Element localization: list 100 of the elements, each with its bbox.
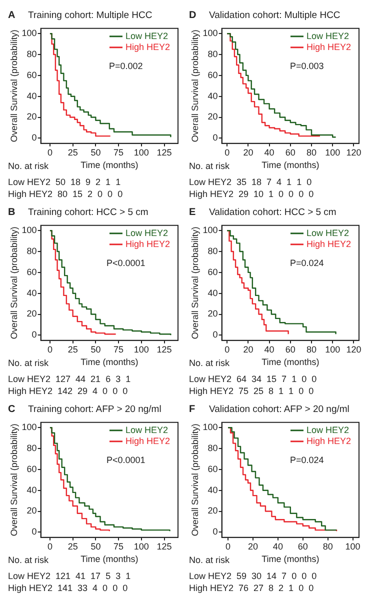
- x-axis-title: Time (months): [80, 554, 138, 564]
- y-tick-label: 40: [26, 484, 37, 495]
- x-tick-label: 100: [325, 344, 340, 354]
- y-axis-title: Overall Survival (probability): [8, 30, 19, 142]
- x-tick-label: 100: [134, 147, 149, 158]
- y-axis-title: Overall Survival (probability): [190, 226, 200, 340]
- y-axis-title: Overall Survival (probability): [8, 424, 19, 536]
- y-tick-label: 60: [208, 464, 218, 474]
- x-tick-label: 25: [68, 344, 78, 354]
- x-tick-label: 25: [68, 541, 78, 552]
- y-tick-label: 100: [202, 225, 218, 236]
- y-tick-label: 80: [208, 49, 218, 60]
- text: No. at risk: [189, 358, 230, 369]
- x-tick-label: 20: [243, 147, 254, 158]
- x-tick-label: 60: [285, 344, 296, 354]
- legend-label: Low HEY2: [125, 424, 168, 435]
- text: No. at risk: [8, 358, 49, 369]
- x-tick-label: 120: [346, 147, 362, 158]
- text: A: [8, 10, 16, 20]
- x-tick-label: 125: [156, 541, 172, 552]
- y-tick-label: 60: [26, 266, 37, 277]
- text: No. at risk: [8, 161, 49, 172]
- y-tick-label: 40: [26, 288, 37, 298]
- y-tick-label: 40: [208, 484, 218, 495]
- text: F: [189, 404, 196, 414]
- text: High HEY2 76 27 8 2 1 0 0: [189, 582, 315, 594]
- legend-label: Low HEY2: [125, 228, 168, 238]
- y-tick-label: 100: [202, 28, 218, 38]
- x-tick-label: 100: [325, 147, 340, 158]
- text: No. at risk: [189, 555, 230, 566]
- y-tick-label: 0: [212, 526, 218, 537]
- text: D: [189, 10, 198, 20]
- annotation: P=0.003: [290, 60, 324, 71]
- y-tick-label: 0: [32, 132, 37, 143]
- y-tick-label: 100: [22, 422, 37, 432]
- text: Low HEY2 121 41 17 5 3 1: [8, 570, 132, 582]
- y-tick-label: 0: [212, 330, 218, 340]
- y-tick-label: 20: [26, 112, 37, 122]
- text: Low HEY2 35 18 7 4 1 1 0: [189, 176, 313, 188]
- x-tick-label: 100: [134, 541, 149, 552]
- legend-label: High HEY2: [306, 436, 352, 446]
- x-axis-title: Time (months): [80, 160, 138, 170]
- x-tick-label: 125: [156, 344, 172, 354]
- x-tick-label: 125: [156, 147, 172, 158]
- annotation: P=0.024: [290, 454, 324, 465]
- x-tick-label: 20: [243, 344, 254, 354]
- y-tick-label: 40: [26, 90, 37, 101]
- legend-label: High HEY2: [125, 436, 170, 446]
- x-tick-label: 100: [134, 344, 149, 354]
- legend-label: Low HEY2: [125, 30, 168, 41]
- x-tick-label: 80: [306, 344, 317, 354]
- y-tick-label: 20: [26, 308, 37, 319]
- text: No. at risk: [8, 555, 49, 566]
- x-tick-label: 75: [114, 147, 124, 158]
- y-tick-label: 0: [32, 526, 37, 537]
- text: High HEY2 141 33 4 0 0 0: [8, 582, 129, 594]
- x-tick-label: 50: [90, 344, 101, 354]
- text: High HEY2 29 10 1 0 0 0 0: [189, 188, 315, 200]
- y-tick-label: 40: [208, 90, 218, 101]
- y-tick-label: 80: [26, 246, 37, 256]
- x-tick-label: 0: [224, 147, 230, 158]
- y-tick-label: 0: [32, 330, 37, 340]
- x-tick-label: 60: [285, 147, 296, 158]
- text: C: [8, 404, 16, 414]
- y-axis-title: Overall Survival (probability): [190, 30, 200, 142]
- y-tick-label: 60: [26, 70, 37, 80]
- y-tick-label: 60: [208, 266, 218, 277]
- x-tick-label: 40: [264, 344, 274, 354]
- x-tick-label: 80: [306, 147, 317, 158]
- y-tick-label: 80: [208, 443, 218, 454]
- y-tick-label: 0: [212, 132, 218, 143]
- legend-label: High HEY2: [306, 238, 352, 249]
- annotation: P<0.0001: [106, 454, 146, 465]
- y-tick-label: 20: [208, 506, 218, 516]
- x-axis-title: Time (months): [262, 357, 320, 368]
- text: Low HEY2 127 44 21 6 3 1: [8, 373, 132, 385]
- x-tick-label: 0: [47, 344, 52, 354]
- y-tick-label: 40: [208, 288, 218, 298]
- y-tick-label: 80: [26, 49, 37, 60]
- x-tick-label: 0: [47, 541, 52, 552]
- x-tick-label: 0: [224, 344, 230, 354]
- x-tick-label: 25: [68, 147, 78, 158]
- text: No. at risk: [189, 161, 230, 172]
- x-tick-label: 0: [226, 541, 231, 552]
- legend-label: Low HEY2: [306, 424, 350, 435]
- x-tick-label: 20: [248, 541, 258, 552]
- y-tick-label: 60: [26, 464, 37, 474]
- y-tick-label: 20: [208, 112, 218, 122]
- chart-title: Training cohort: HCC > 5 cm: [28, 206, 148, 218]
- chart-title: Validation cohort: HCC > 5 cm: [209, 206, 336, 218]
- x-tick-label: 75: [114, 344, 124, 354]
- x-tick-label: 40: [264, 147, 274, 158]
- y-axis-title: Overall Survival (probability): [190, 424, 200, 536]
- x-tick-label: 50: [90, 541, 101, 552]
- y-tick-label: 80: [208, 246, 218, 256]
- x-tick-label: 120: [346, 344, 362, 354]
- text: Low HEY2 64 34 15 7 1 0 0: [189, 373, 318, 385]
- chart-title: Training cohort: AFP > 20 ng/ml: [28, 404, 162, 414]
- y-tick-label: 80: [26, 443, 37, 454]
- x-tick-label: 0: [47, 147, 52, 158]
